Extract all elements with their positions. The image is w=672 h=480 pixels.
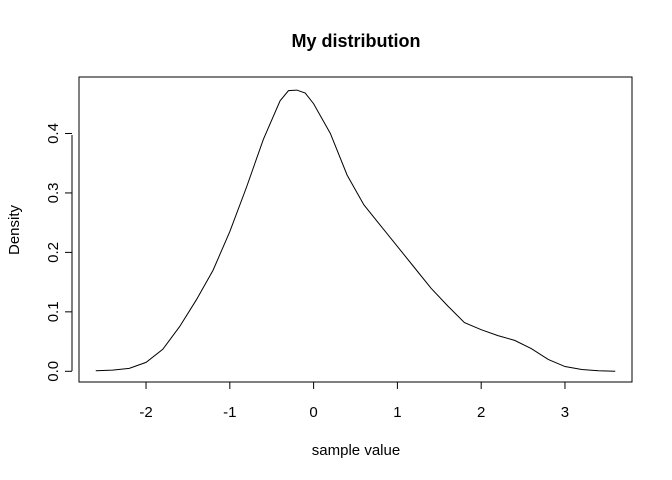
y-tick-label-1: 0.1 xyxy=(45,301,62,322)
x-tick-label-2: 0 xyxy=(309,404,317,421)
y-axis-ticks: 0.0 0.1 0.2 0.3 0.4 xyxy=(45,123,72,382)
x-tick-label-1: -1 xyxy=(223,404,236,421)
y-tick-label-4: 0.4 xyxy=(45,123,62,144)
chart-title: My distribution xyxy=(292,31,421,51)
y-tick-label-3: 0.3 xyxy=(45,183,62,204)
x-tick-label-4: 2 xyxy=(477,404,485,421)
x-tick-label-0: -2 xyxy=(139,404,152,421)
x-axis-label: sample value xyxy=(312,442,400,459)
x-tick-label-5: 3 xyxy=(561,404,569,421)
x-axis-ticks: -2 -1 0 1 2 3 xyxy=(139,382,569,421)
y-axis-label: Density xyxy=(6,204,23,255)
y-tick-label-0: 0.0 xyxy=(45,361,62,382)
plot-frame xyxy=(78,76,633,383)
y-tick-label-2: 0.2 xyxy=(45,242,62,263)
x-tick-label-3: 1 xyxy=(393,404,401,421)
density-series-line xyxy=(95,89,616,372)
